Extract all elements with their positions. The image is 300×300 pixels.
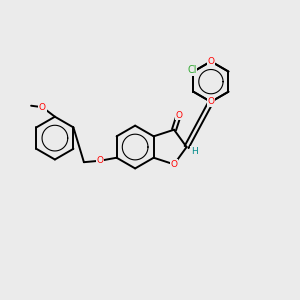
Text: Cl: Cl (187, 65, 197, 75)
Text: O: O (39, 103, 46, 112)
Text: O: O (175, 110, 182, 119)
Text: O: O (207, 57, 214, 66)
Text: O: O (207, 98, 214, 106)
Text: O: O (170, 160, 178, 169)
Text: H: H (191, 147, 198, 156)
Text: O: O (97, 156, 104, 165)
